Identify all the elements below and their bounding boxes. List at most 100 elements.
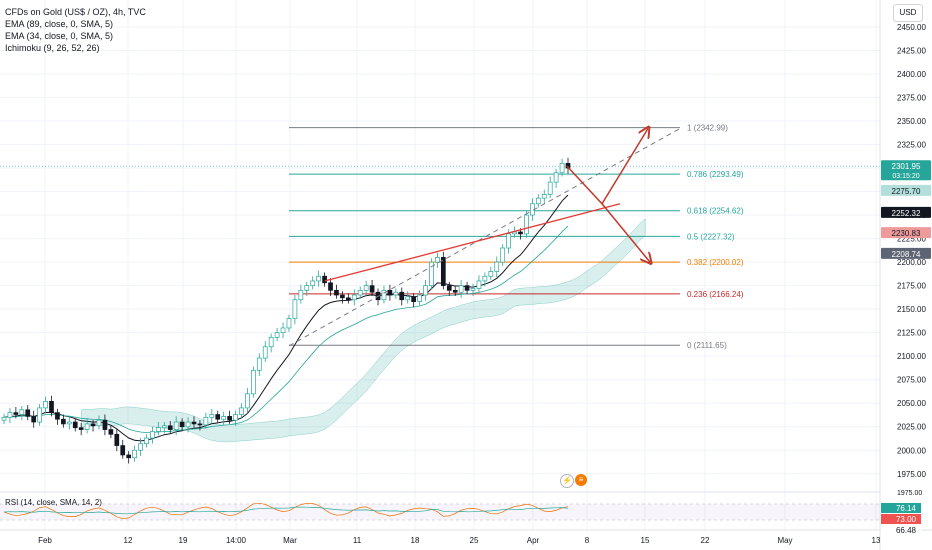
price-tag-label: 2252.32 [892, 209, 921, 218]
candle-body [518, 231, 523, 235]
candle-body [167, 425, 173, 430]
candle-body [84, 423, 90, 430]
candle-body [150, 431, 155, 439]
price-tick-label: 2125.00 [897, 329, 926, 338]
candle-body [423, 285, 428, 296]
candle-body [126, 454, 132, 459]
price-tick-label: 2075.00 [897, 376, 926, 385]
time-tick-label: Mar [283, 536, 297, 545]
price-tag-label: 2275.70 [892, 187, 921, 196]
candle-body [102, 419, 108, 430]
time-tick-label: 15 [641, 536, 650, 545]
currency-selector[interactable]: USD [893, 4, 923, 22]
fib-label: 0.786 (2293.49) [687, 170, 744, 179]
cloud-area [80, 218, 646, 443]
price-tick-label: 2325.00 [897, 141, 926, 150]
candle-body [120, 445, 126, 456]
candle-body [72, 421, 78, 429]
candle-body [215, 414, 221, 420]
time-tick-label: Feb [38, 536, 52, 545]
candle-body [262, 346, 268, 359]
candle-body [387, 289, 393, 296]
time-tick-label: 22 [701, 536, 710, 545]
candle-body [547, 181, 553, 195]
price-tick-label: 2450.00 [897, 23, 926, 32]
candle-body [535, 197, 541, 205]
candle-body [114, 433, 120, 446]
rsi-tag-label: 66.48 [896, 526, 917, 535]
candle-body [440, 257, 446, 286]
candle-body [405, 296, 411, 301]
fib-label: 0.236 (2166.24) [687, 290, 744, 299]
candle-body [482, 275, 488, 282]
resistance-trendline [324, 203, 621, 282]
price-tick-label: 2100.00 [897, 352, 926, 361]
candle-body [340, 294, 345, 299]
candle-body [524, 214, 529, 235]
candle-body [25, 409, 31, 417]
price-tick-label: 2200.00 [897, 258, 926, 267]
price-tag [881, 206, 931, 218]
price-tag-label: 2301.95 [892, 162, 921, 171]
candle-body [96, 419, 102, 427]
candle-body [393, 291, 399, 296]
candle-body [369, 285, 375, 293]
legend-ichimoku: Ichimoku (9, 26, 52, 26) [5, 43, 100, 53]
candle-body [488, 271, 494, 277]
rsi-band [0, 504, 880, 520]
price-tick-label: 2025.00 [897, 423, 926, 432]
lightning-icon[interactable]: ⚡ [560, 474, 574, 488]
drawings[interactable] [288, 129, 681, 347]
price-tick-label: 1975.00 [897, 470, 926, 479]
price-tick-label: 2150.00 [897, 305, 926, 314]
bearish-projection-arrow [601, 203, 650, 262]
candle-body [298, 289, 304, 301]
candle-body [31, 416, 37, 423]
candle-body [227, 416, 232, 421]
rsi-legend: RSI (14, close, SMA, 14, 2) [5, 498, 102, 507]
time-tick-label: 8 [585, 536, 590, 545]
candle-body [452, 289, 458, 293]
legend-ema-89: EMA (89, close, 0, SMA, 5) [5, 19, 114, 29]
candle-body [185, 421, 191, 428]
candle-body [49, 400, 54, 413]
rsi-tag-label: 76.14 [896, 504, 917, 513]
candle-body [43, 400, 48, 409]
price-tags: 2301.95 03:15:20 2275.70 2252.32 2230.83 2208… [881, 160, 931, 535]
price-tick-label: 2425.00 [897, 46, 926, 55]
time-tick-label: 18 [411, 536, 420, 545]
candle-body [464, 285, 470, 291]
candle-body [90, 423, 96, 427]
legend-title: CFDs on Gold (US$ / OZ), 4h, TVC [5, 7, 146, 17]
candle-body [37, 407, 42, 423]
rsi-tag [881, 514, 921, 524]
candle-body [156, 427, 161, 432]
flag-icon[interactable]: ≡ [575, 474, 587, 486]
price-axis [880, 0, 932, 550]
time-tick-label: 19 [179, 536, 188, 545]
candle-body [559, 162, 565, 174]
candle-body [1, 416, 7, 421]
candle-body [250, 369, 256, 395]
rsi-tag-label: 73.00 [896, 515, 917, 524]
candle-body [411, 296, 416, 302]
candle-body [221, 416, 227, 420]
candle-body [173, 421, 179, 430]
rsi-signal-line [3, 506, 569, 515]
candles [1, 157, 571, 464]
candle-body [197, 423, 203, 426]
candle-body [138, 443, 143, 451]
price-tag [881, 184, 931, 196]
candle-body [274, 332, 280, 338]
price-tag [881, 247, 931, 259]
rsi-line [3, 502, 569, 520]
candle-body [381, 289, 387, 301]
legend-ema-34: EMA (34, close, 0, SMA, 5) [5, 31, 114, 41]
fib-label: 0.382 (2200.02) [687, 258, 744, 267]
time-tick-label: 25 [470, 536, 479, 545]
candle-body [304, 285, 310, 291]
grid [0, 0, 880, 530]
candle-body [328, 282, 333, 291]
candle-body [19, 409, 25, 415]
